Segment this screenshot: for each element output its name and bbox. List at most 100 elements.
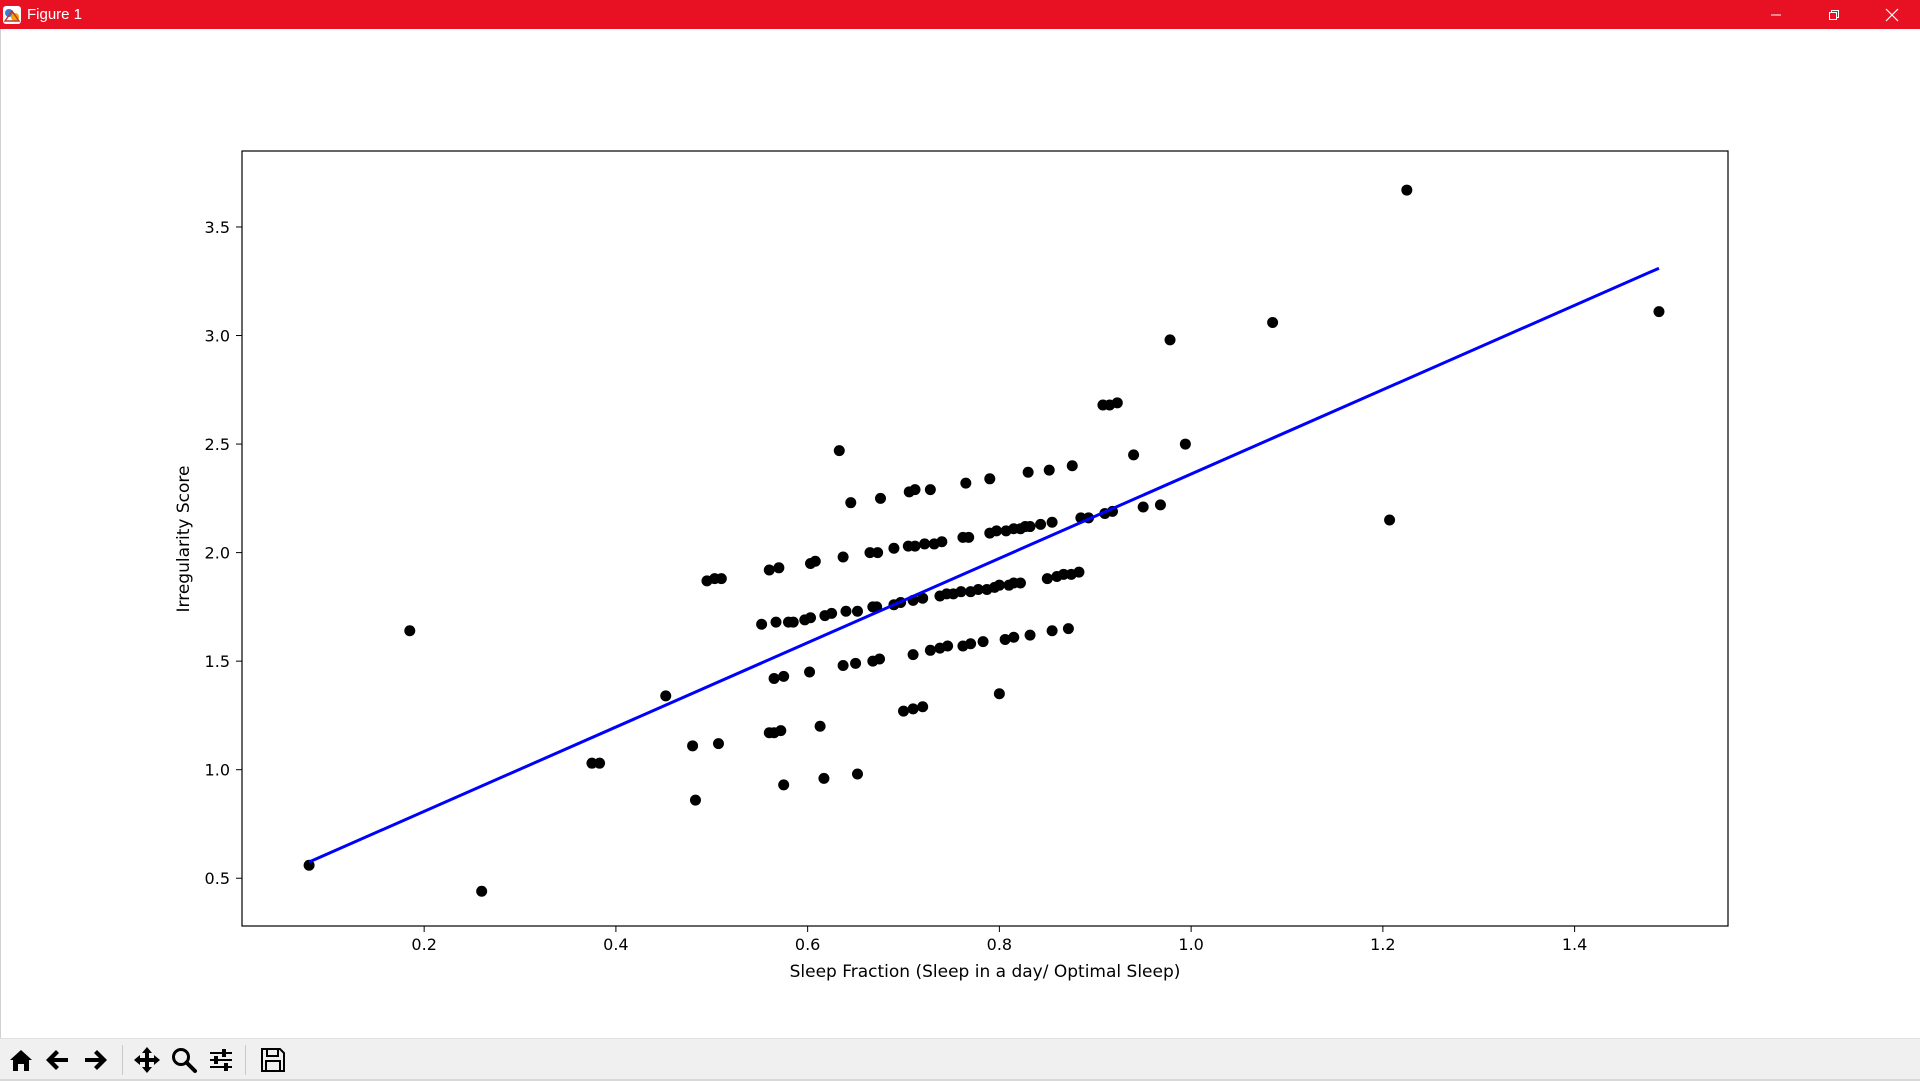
data-point bbox=[1384, 514, 1396, 526]
magnifier-icon bbox=[172, 1048, 197, 1073]
y-tick-label: 1.5 bbox=[205, 652, 230, 671]
data-point bbox=[924, 644, 936, 656]
app-icon bbox=[2, 5, 22, 25]
y-tick-label: 2.5 bbox=[205, 435, 230, 454]
data-point bbox=[1041, 573, 1053, 585]
data-point bbox=[955, 586, 967, 598]
data-point bbox=[840, 605, 852, 617]
close-button[interactable] bbox=[1863, 0, 1920, 29]
toolbar-separator bbox=[245, 1045, 246, 1075]
data-point bbox=[936, 536, 948, 548]
y-axis-label: Irregularity Score bbox=[174, 466, 194, 613]
x-tick-label: 1.4 bbox=[1562, 935, 1587, 954]
data-point bbox=[851, 605, 863, 617]
zoom-button[interactable] bbox=[167, 1043, 201, 1077]
close-icon bbox=[1885, 8, 1899, 21]
data-point bbox=[814, 720, 826, 732]
data-point bbox=[850, 657, 862, 669]
arrow-left-icon bbox=[46, 1050, 68, 1070]
data-point bbox=[872, 547, 884, 559]
data-point bbox=[826, 607, 838, 619]
minimize-button[interactable] bbox=[1747, 0, 1805, 29]
data-point bbox=[1008, 631, 1020, 643]
data-point bbox=[909, 484, 921, 496]
data-point bbox=[837, 659, 849, 671]
move-icon bbox=[134, 1047, 160, 1073]
data-point bbox=[984, 473, 996, 485]
data-point bbox=[864, 547, 876, 559]
minimize-icon bbox=[1771, 14, 1781, 15]
data-point bbox=[1073, 566, 1085, 578]
scatter-chart: 0.2 0.4 0.6 0.8 1.0 1.2 1.4 0.5 1.0 1.5 2.0 2.5 3.0 3… bbox=[174, 150, 1729, 982]
data-point bbox=[1022, 466, 1034, 478]
data-point bbox=[1014, 577, 1026, 589]
data-point bbox=[715, 573, 727, 585]
data-point bbox=[888, 542, 900, 554]
data-point bbox=[1653, 306, 1665, 318]
data-point bbox=[851, 768, 863, 780]
x-tick-label: 0.8 bbox=[987, 935, 1012, 954]
data-point bbox=[1164, 334, 1176, 346]
x-tick-label: 0.6 bbox=[795, 935, 820, 954]
floppy-icon bbox=[261, 1048, 285, 1072]
data-point bbox=[960, 477, 972, 489]
restore-icon bbox=[1829, 9, 1839, 20]
data-point bbox=[833, 445, 845, 457]
data-point bbox=[977, 636, 989, 648]
data-point bbox=[965, 638, 977, 650]
data-point bbox=[1137, 501, 1149, 513]
axes-frame bbox=[241, 150, 1729, 927]
save-button[interactable] bbox=[256, 1043, 290, 1077]
x-tick-label: 0.4 bbox=[603, 935, 628, 954]
data-point bbox=[909, 540, 921, 552]
window-title: Figure 1 bbox=[27, 6, 83, 23]
data-point bbox=[778, 670, 790, 682]
data-point bbox=[907, 703, 919, 715]
data-point bbox=[1401, 184, 1413, 196]
back-button[interactable] bbox=[41, 1043, 75, 1077]
data-point bbox=[942, 640, 954, 652]
data-point bbox=[775, 725, 787, 737]
data-point bbox=[303, 859, 315, 871]
data-point bbox=[404, 625, 416, 637]
data-point bbox=[845, 497, 857, 509]
configure-subplots-button[interactable] bbox=[204, 1043, 238, 1077]
data-point bbox=[907, 649, 919, 661]
x-tick-label: 1.2 bbox=[1370, 935, 1395, 954]
data-point bbox=[963, 531, 975, 543]
data-point bbox=[919, 538, 931, 550]
data-point bbox=[917, 701, 929, 713]
data-point bbox=[1046, 516, 1058, 528]
data-point bbox=[1043, 464, 1055, 476]
data-point bbox=[773, 562, 785, 574]
data-point bbox=[689, 794, 701, 806]
data-point bbox=[768, 673, 780, 685]
data-point bbox=[660, 690, 672, 702]
data-point bbox=[1179, 438, 1191, 450]
data-point bbox=[1154, 499, 1166, 511]
data-point bbox=[874, 653, 886, 665]
data-point bbox=[763, 564, 775, 576]
data-point bbox=[756, 618, 768, 630]
y-tick-label: 2.0 bbox=[205, 544, 230, 563]
y-tick-label: 1.0 bbox=[205, 761, 230, 780]
data-point bbox=[1111, 397, 1123, 409]
figure-canvas[interactable]: 0.2 0.4 0.6 0.8 1.0 1.2 1.4 0.5 1.0 1.5 2.0 2.5 3.0 3… bbox=[0, 29, 1920, 1038]
pan-button[interactable] bbox=[130, 1043, 164, 1077]
data-point bbox=[875, 492, 887, 504]
home-button[interactable] bbox=[4, 1043, 38, 1077]
x-axis-label: Sleep Fraction (Sleep in a day/ Optimal … bbox=[790, 962, 1181, 982]
data-point bbox=[712, 738, 724, 750]
forward-button[interactable] bbox=[78, 1043, 112, 1077]
data-point bbox=[1058, 568, 1070, 580]
data-point bbox=[586, 757, 598, 769]
data-point bbox=[1066, 460, 1078, 472]
data-point bbox=[594, 757, 606, 769]
navigation-toolbar bbox=[0, 1038, 1920, 1081]
restore-button[interactable] bbox=[1805, 0, 1863, 29]
data-point bbox=[1062, 623, 1074, 635]
window-titlebar[interactable]: Figure 1 bbox=[0, 0, 1920, 29]
data-point bbox=[805, 612, 817, 624]
data-point bbox=[804, 666, 816, 678]
data-point bbox=[818, 772, 830, 784]
